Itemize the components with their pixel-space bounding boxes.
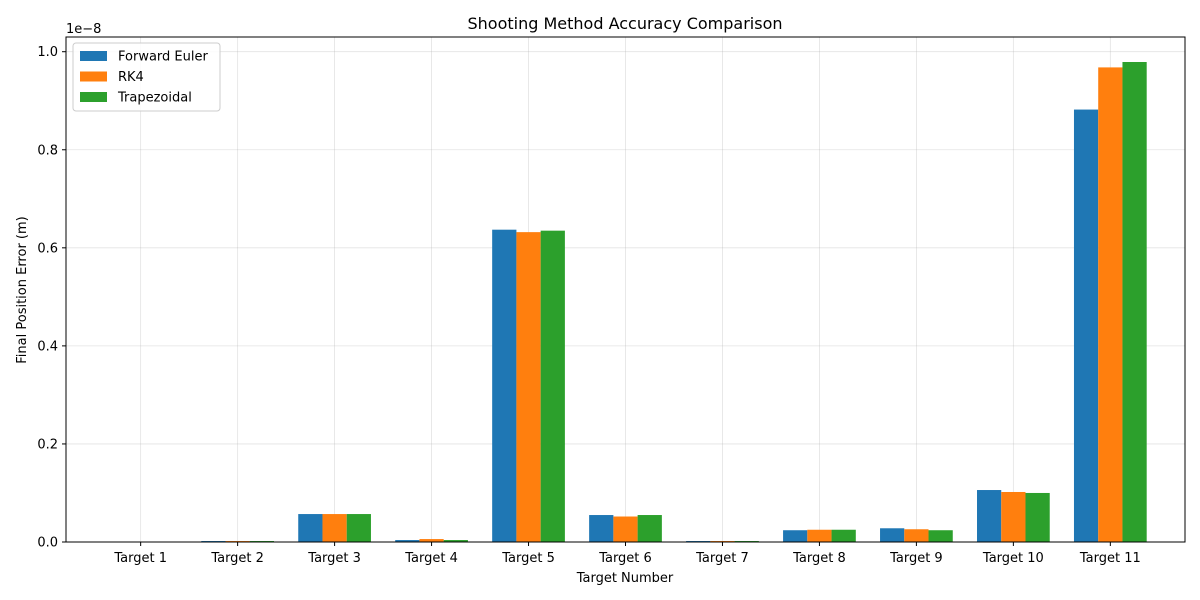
bar-trapezoidal <box>1025 492 1050 542</box>
bar-trapezoidal <box>443 540 468 542</box>
bar-rk4 <box>807 529 832 542</box>
bar-rk4 <box>1001 491 1026 542</box>
bar-trapezoidal <box>346 514 371 542</box>
legend-label-trapezoidal: Trapezoidal <box>117 91 192 106</box>
x-tick-label: Target 5 <box>501 551 555 566</box>
y-tick-label: 0.6 <box>37 241 58 256</box>
bar-forward-euler <box>1073 109 1099 542</box>
bar-layer <box>201 62 1147 543</box>
legend-swatch-forward-euler <box>80 51 107 61</box>
y-tick-label: 0.4 <box>37 339 58 354</box>
x-tick-label: Target 3 <box>307 551 361 566</box>
bar-trapezoidal <box>540 230 565 543</box>
bar-trapezoidal <box>928 530 953 542</box>
legend-label-rk4: RK4 <box>118 70 144 85</box>
chart-title: Shooting Method Accuracy Comparison <box>468 14 783 33</box>
bar-forward-euler <box>880 528 905 542</box>
x-tick-label: Target 8 <box>792 551 846 566</box>
tick-layer: 0.0 0.2 0.4 0.6 0.8 1.0 Target 1 Target 2 Target… <box>37 45 1140 566</box>
x-tick-label: Target 4 <box>404 551 458 566</box>
y-tick-label: 0.2 <box>37 437 58 452</box>
y-tick-label: 0.0 <box>37 536 58 551</box>
x-tick-label: Target 6 <box>598 551 652 566</box>
bar-rk4 <box>613 516 638 542</box>
legend-label-forward-euler: Forward Euler <box>118 50 208 65</box>
y-axis-label: Final Position Error (m) <box>15 216 30 363</box>
bar-trapezoidal <box>1122 62 1147 543</box>
bar-rk4 <box>1098 67 1123 542</box>
bar-rk4 <box>516 232 541 542</box>
x-tick-label: Target 7 <box>695 551 749 566</box>
x-tick-label: Target 1 <box>113 551 167 566</box>
bar-trapezoidal <box>637 515 662 542</box>
bar-forward-euler <box>298 514 323 542</box>
bar-forward-euler <box>589 515 614 542</box>
bar-rk4 <box>322 514 347 542</box>
bar-forward-euler <box>492 229 517 543</box>
x-tick-label: Target 2 <box>210 551 264 566</box>
legend-swatch-trapezoidal <box>80 92 107 102</box>
y-tick-label: 0.8 <box>37 143 58 158</box>
x-tick-label: Target 11 <box>1079 551 1141 566</box>
y-tick-label: 1.0 <box>37 45 58 60</box>
legend: Forward Euler RK4 Trapezoidal <box>72 42 221 112</box>
bar-forward-euler <box>977 490 1002 542</box>
x-tick-label: Target 10 <box>982 551 1044 566</box>
bar-rk4 <box>419 539 444 542</box>
legend-frame <box>72 42 221 112</box>
legend-swatch-rk4 <box>80 71 107 82</box>
bar-forward-euler <box>783 530 808 542</box>
bar-forward-euler <box>395 540 420 542</box>
y-axis-offset-label: 1e−8 <box>66 22 101 37</box>
bar-trapezoidal <box>831 529 856 542</box>
x-axis-label: Target Number <box>576 571 674 586</box>
bar-rk4 <box>904 529 929 542</box>
x-tick-label: Target 9 <box>889 551 943 566</box>
